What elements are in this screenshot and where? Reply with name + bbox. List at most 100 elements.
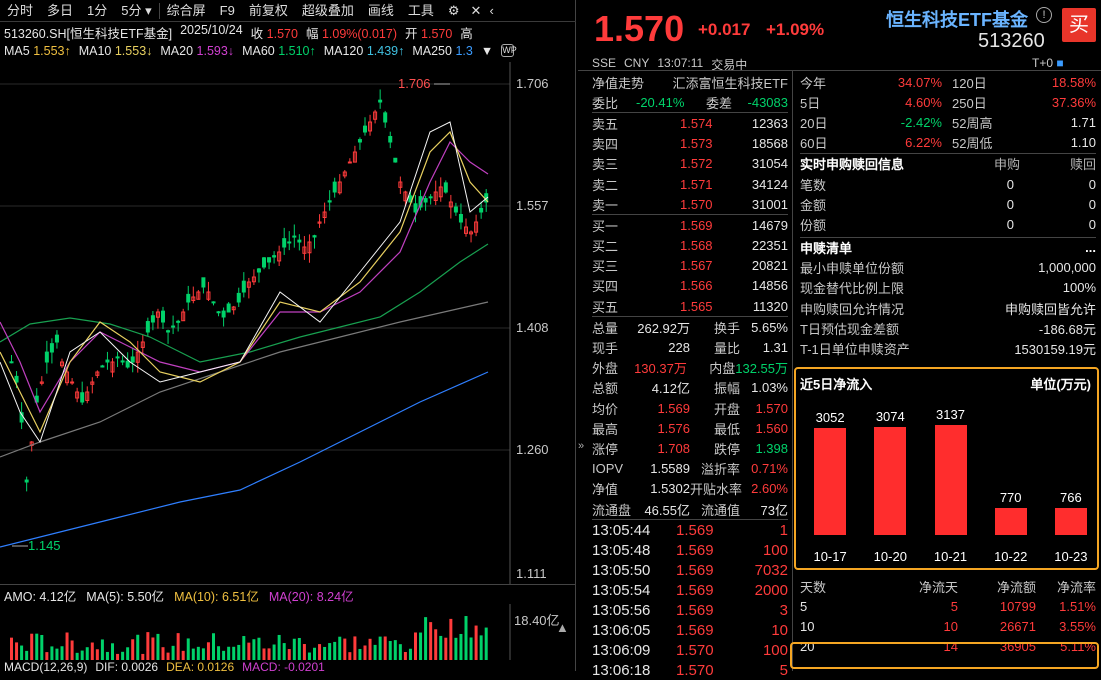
- sub-value: 0: [1006, 196, 1014, 212]
- perf-label: 20日: [800, 115, 828, 131]
- tab-5min-dropdown[interactable]: 5分 ▾: [121, 2, 152, 18]
- perf-label: 52周高: [952, 115, 993, 131]
- ma250-label: MA250: [412, 44, 452, 58]
- bid-row[interactable]: 买五 1.565 11320: [592, 296, 788, 316]
- collapse-icon[interactable]: ‹: [489, 2, 494, 18]
- list-more[interactable]: ...: [1085, 240, 1096, 256]
- bid-level: 买四: [592, 279, 619, 295]
- tick-time: 13:06:05: [592, 621, 651, 639]
- list-rows: 最小申赎单位份额 1,000,000 现金替代比例上限 100% 申购赎回允许情况 申购赎…: [800, 258, 1096, 359]
- flow-bar-category: 10-20: [873, 549, 907, 564]
- perf-value: -2.42%: [900, 114, 942, 130]
- ask-row[interactable]: 卖四 1.573 18568: [592, 134, 788, 154]
- ma60-curve: [0, 243, 489, 363]
- flow-bar: [1054, 508, 1087, 535]
- overlay-button[interactable]: 超级叠加: [301, 2, 354, 18]
- info-line: 513260.SH[恒生科技ETF基金] 2025/10/24 收 1.570 …: [4, 23, 574, 41]
- gear-icon[interactable]: ⚙: [447, 2, 460, 18]
- volume-bar: [414, 632, 417, 660]
- bid-volume: 14856: [751, 278, 788, 294]
- ft-h-rate: 净流率: [1056, 579, 1096, 595]
- tick-volume: 5: [779, 661, 788, 679]
- volume-bar: [201, 648, 205, 660]
- side-collapse-icon[interactable]: »: [578, 440, 585, 452]
- bid-row[interactable]: 买二 1.568 22351: [592, 236, 788, 256]
- bid-price: 1.569: [680, 217, 713, 233]
- tab-intraday[interactable]: 分时: [7, 2, 34, 18]
- candle-body: [383, 112, 388, 123]
- stats-list: 总量 262.92万 换手 5.65% 现手 228 量比 1.31 外盘 130.37万 内盘 13…: [592, 317, 788, 519]
- stat-label: 最低: [713, 421, 740, 437]
- wp-icon[interactable]: WP: [501, 44, 517, 57]
- volume-bar: [292, 638, 296, 660]
- candle-body: [246, 281, 251, 288]
- flow-bar-chart: 3052 10-17 3074 10-20 3137 10-21 770 10-22 766 10…: [796, 393, 1097, 568]
- candlestick-chart[interactable]: 1.706 1.557 1.408 1.260 1.111 1.706 1.14…: [0, 62, 576, 584]
- quote-time: 13:07:11: [657, 56, 704, 70]
- bid-row[interactable]: 买四 1.566 14856: [592, 276, 788, 296]
- ask-row[interactable]: 卖五 1.574 12363: [592, 113, 788, 133]
- perf-value: 1.71: [1070, 114, 1096, 130]
- volume-bar: [449, 618, 453, 660]
- bid-row[interactable]: 买三 1.567 20821: [592, 256, 788, 276]
- buy-button[interactable]: 买: [1062, 8, 1096, 42]
- security-code: 513260.SH[恒生科技ETF基金]: [4, 27, 173, 41]
- close-icon[interactable]: ✕: [470, 2, 482, 18]
- nav-trend-label[interactable]: 净值走势: [592, 75, 645, 91]
- expand-icon[interactable]: ▲: [556, 620, 569, 635]
- close-value: 1.570: [266, 27, 298, 41]
- volume-bar: [186, 638, 190, 660]
- volume-bar: [424, 617, 428, 660]
- volume-bar: [95, 649, 99, 660]
- ma250-curve: [0, 371, 489, 548]
- ft-amount: 10799: [999, 598, 1036, 614]
- candle-body: [297, 239, 302, 243]
- ma250-value: 1.3: [455, 44, 473, 58]
- candle-body: [241, 280, 246, 293]
- kline-panel: 分时 多日 1分 5分 ▾ 综合屏 F9 前复权 超级叠加 画线 工具 ⚙ ✕ …: [0, 0, 576, 674]
- sub-row: 金额 0 0: [800, 194, 1096, 214]
- flow-bar: [934, 425, 967, 535]
- draw-line-button[interactable]: 画线: [367, 2, 394, 18]
- price-label-1557: 1.557: [516, 198, 549, 213]
- ma-dropdown-icon[interactable]: ▼: [480, 44, 494, 58]
- tools-button[interactable]: 工具: [407, 2, 434, 18]
- tick-row: 13:05:56 1.569 3: [592, 600, 788, 620]
- bid-row[interactable]: 买一 1.569 14679: [592, 215, 788, 235]
- candle-body: [443, 182, 448, 193]
- flow-bar-value: 3074: [875, 409, 905, 425]
- chart-date: 2025/10/24: [180, 23, 243, 37]
- bid-level: 买五: [592, 299, 619, 315]
- stat-value: 130.37万: [634, 361, 687, 377]
- perf-row: 今年 34.07% 120日 18.58%: [800, 72, 1096, 92]
- volume-bar: [131, 639, 135, 660]
- tab-1min[interactable]: 1分: [87, 2, 108, 18]
- ask-level: 卖三: [592, 157, 619, 173]
- bid-price: 1.565: [680, 298, 713, 314]
- composite-screen-button[interactable]: 综合屏: [166, 2, 206, 18]
- candle-body: [378, 99, 383, 103]
- tab-multiday[interactable]: 多日: [47, 2, 74, 18]
- ask-level: 卖四: [592, 137, 619, 153]
- ask-row[interactable]: 卖三 1.572 31054: [592, 154, 788, 174]
- forward-adjust-button[interactable]: 前复权: [248, 2, 288, 18]
- tick-volume: 10: [771, 621, 788, 639]
- volume-bar: [35, 633, 39, 660]
- ma20-value: 1.593↓: [196, 44, 235, 58]
- ask-row[interactable]: 卖一 1.570 31001: [592, 194, 788, 214]
- volume-chart[interactable]: [0, 604, 576, 660]
- ft-rate: 3.55%: [1059, 618, 1096, 634]
- ask-row[interactable]: 卖二 1.571 34124: [592, 174, 788, 194]
- candle-body: [85, 391, 90, 401]
- f9-button[interactable]: F9: [219, 2, 235, 18]
- candle-body: [312, 235, 317, 238]
- candle-body: [60, 361, 64, 367]
- tick-time: 13:05:44: [592, 521, 651, 539]
- sub-value: 0: [1006, 216, 1014, 232]
- stat-label: 净值: [592, 482, 619, 498]
- flow-box: 近5日净流入 单位(万元) 3052 10-17 3074 10-20 3137 10-2…: [794, 367, 1099, 570]
- info-icon[interactable]: !: [1036, 7, 1052, 23]
- tick-row: 13:06:09 1.570 100: [592, 640, 788, 660]
- volume-bar: [358, 648, 362, 660]
- candle-body: [332, 181, 337, 193]
